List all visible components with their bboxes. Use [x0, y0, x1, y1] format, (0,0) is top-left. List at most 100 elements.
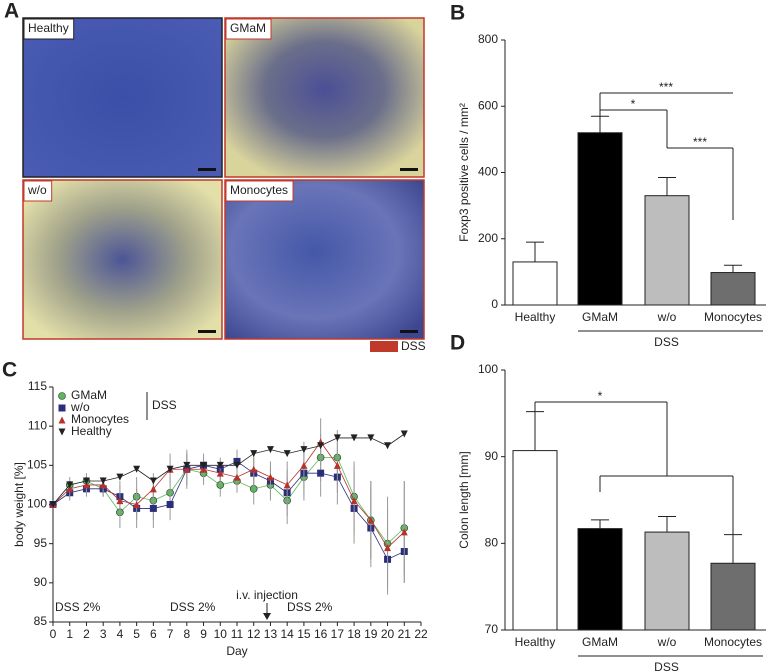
y-tick-label: 400	[478, 165, 498, 179]
x-tick-label: 7	[167, 627, 174, 641]
y-axis-label: Foxp3 positive cells / mm²	[457, 103, 471, 242]
x-tick-label: 0	[50, 627, 57, 641]
y-tick-label: 85	[34, 614, 48, 628]
marker	[300, 446, 308, 454]
x-tick-label: 18	[347, 627, 361, 641]
marker	[233, 457, 241, 465]
x-axis-label: Day	[226, 644, 247, 658]
bar	[710, 562, 756, 631]
legend-label: Monocytes	[71, 412, 129, 426]
legend-label: Healthy	[71, 424, 112, 438]
histology-image	[22, 17, 223, 178]
y-tick-label: 90	[34, 575, 48, 589]
image-label: Healthy	[28, 21, 69, 35]
marker	[400, 430, 408, 438]
marker	[384, 544, 392, 552]
panel-label: C	[2, 359, 17, 382]
panel-label: B	[450, 2, 465, 25]
legend-label: w/o	[70, 400, 90, 414]
x-tick-label: 12	[247, 627, 261, 641]
significance-label: ***	[659, 80, 673, 94]
y-tick-label: 100	[478, 362, 498, 376]
y-tick-label: 110	[28, 418, 47, 432]
scale-bar	[400, 168, 418, 171]
group-label: DSS	[654, 660, 679, 671]
series-line	[52, 433, 405, 505]
x-tick-label: 3	[100, 627, 107, 641]
marker	[333, 461, 341, 469]
significance-label: *	[631, 97, 636, 111]
x-tick-label: 5	[133, 627, 140, 641]
marker	[367, 434, 375, 442]
bar	[710, 272, 756, 306]
marker	[82, 477, 90, 485]
y-tick-label: 0	[491, 297, 498, 311]
legend-marker	[58, 416, 66, 424]
x-tick-label: 10	[214, 627, 228, 641]
panel-label: A	[4, 0, 19, 23]
x-tick-label: w/o	[657, 635, 677, 649]
scale-bar	[198, 330, 216, 333]
y-tick-label: 800	[478, 32, 498, 46]
group-label: DSS	[654, 335, 679, 349]
x-tick-label: Monocytes	[704, 635, 762, 649]
marker	[166, 465, 174, 473]
x-tick-label: 20	[381, 627, 395, 641]
x-tick-label: 4	[117, 627, 124, 641]
annotation: DSS 2%	[170, 600, 216, 614]
scale-bar	[400, 330, 418, 333]
legend-marker	[58, 392, 66, 400]
legend-label: GMaM	[71, 388, 107, 402]
x-tick-label: 22	[414, 627, 428, 641]
legend-marker	[58, 404, 66, 412]
marker	[149, 477, 157, 485]
x-tick-label: Healthy	[515, 310, 556, 324]
marker	[149, 504, 157, 512]
annotation: DSS 2%	[55, 600, 101, 614]
x-tick-label: 21	[398, 627, 412, 641]
y-tick-label: 105	[27, 458, 47, 472]
y-axis-label: Colon length [mm]	[457, 451, 471, 548]
marker	[99, 481, 107, 489]
marker	[283, 481, 291, 489]
x-tick-label: 13	[264, 627, 278, 641]
legend-swatch	[370, 341, 398, 352]
image-label-box	[23, 18, 75, 40]
bar	[512, 450, 558, 631]
marker	[300, 461, 308, 469]
y-tick-label: 90	[485, 449, 499, 463]
marker	[283, 450, 291, 458]
y-tick-label: 95	[34, 536, 48, 550]
marker	[216, 461, 224, 469]
panel-label: D	[450, 332, 465, 355]
marker	[367, 516, 375, 524]
marker	[183, 461, 191, 469]
x-tick-label: 2	[83, 627, 90, 641]
marker	[233, 461, 241, 469]
injection-arrowhead	[263, 613, 271, 620]
y-tick-label: 115	[28, 379, 47, 393]
x-tick-label: 17	[331, 627, 345, 641]
x-tick-label: w/o	[657, 310, 677, 324]
legend-group-label: DSS	[152, 398, 177, 412]
image-label: w/o	[27, 183, 47, 197]
image-label: Monocytes	[230, 183, 288, 197]
marker	[166, 501, 174, 508]
x-tick-label: 15	[297, 627, 311, 641]
marker	[266, 473, 274, 481]
y-tick-label: 70	[485, 622, 499, 636]
marker	[216, 469, 224, 477]
marker	[317, 442, 325, 450]
image-label-box	[23, 180, 53, 202]
x-tick-label: Healthy	[515, 635, 556, 649]
x-tick-label: 16	[314, 627, 328, 641]
histology-image	[224, 17, 425, 178]
x-tick-label: GMaM	[582, 310, 618, 324]
series-line	[52, 441, 405, 549]
significance-label: ***	[693, 135, 707, 149]
image-label-box	[225, 180, 294, 202]
x-tick-label: 6	[150, 627, 157, 641]
marker	[350, 497, 358, 505]
annotation: DSS 2%	[287, 600, 333, 614]
